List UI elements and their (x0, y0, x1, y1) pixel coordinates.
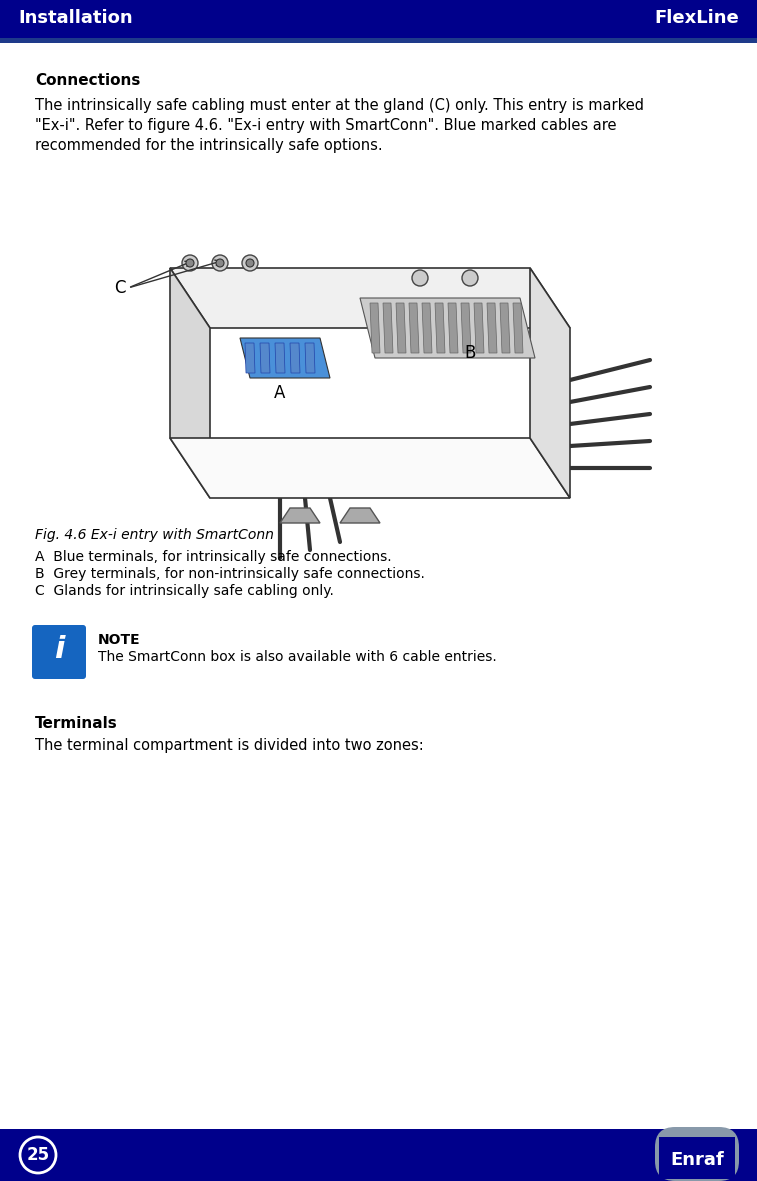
FancyBboxPatch shape (659, 1137, 735, 1179)
Polygon shape (245, 342, 255, 373)
Text: 25: 25 (26, 1146, 49, 1164)
Polygon shape (360, 298, 535, 358)
Text: NOTE: NOTE (98, 633, 141, 647)
Bar (0, 1129, 757, 1181)
Text: Terminals: Terminals (35, 716, 118, 731)
Polygon shape (435, 304, 445, 353)
Polygon shape (422, 304, 432, 353)
Polygon shape (305, 342, 315, 373)
Text: Fig. 4.6 Ex-i entry with SmartConn: Fig. 4.6 Ex-i entry with SmartConn (35, 528, 274, 542)
Text: Installation: Installation (18, 9, 132, 27)
Polygon shape (170, 268, 210, 498)
Text: recommended for the intrinsically safe options.: recommended for the intrinsically safe o… (35, 138, 382, 154)
FancyBboxPatch shape (32, 625, 86, 679)
Polygon shape (280, 508, 320, 523)
Polygon shape (290, 342, 300, 373)
Polygon shape (383, 304, 393, 353)
Text: The SmartConn box is also available with 6 cable entries.: The SmartConn box is also available with… (98, 650, 497, 664)
Text: A  Blue terminals, for intrinsically safe connections.: A Blue terminals, for intrinsically safe… (35, 550, 391, 565)
Polygon shape (474, 304, 484, 353)
Text: Enraf: Enraf (670, 1151, 724, 1169)
Text: FlexLine: FlexLine (654, 9, 739, 27)
Polygon shape (340, 508, 380, 523)
Circle shape (412, 270, 428, 286)
Polygon shape (170, 438, 570, 498)
Circle shape (182, 255, 198, 270)
Polygon shape (240, 338, 330, 378)
Polygon shape (487, 304, 497, 353)
Polygon shape (513, 304, 523, 353)
Text: C  Glands for intrinsically safe cabling only.: C Glands for intrinsically safe cabling … (35, 583, 334, 598)
Polygon shape (448, 304, 458, 353)
Polygon shape (260, 342, 270, 373)
Polygon shape (409, 304, 419, 353)
Text: B  Grey terminals, for non-intrinsically safe connections.: B Grey terminals, for non-intrinsically … (35, 567, 425, 581)
Polygon shape (530, 268, 570, 498)
Text: The intrinsically safe cabling must enter at the gland (C) only. This entry is m: The intrinsically safe cabling must ente… (35, 98, 644, 113)
Circle shape (186, 259, 194, 267)
Polygon shape (461, 304, 471, 353)
Text: i: i (54, 634, 64, 664)
Circle shape (216, 259, 224, 267)
Polygon shape (396, 304, 406, 353)
Polygon shape (370, 304, 380, 353)
Polygon shape (500, 304, 510, 353)
Polygon shape (170, 268, 570, 328)
Circle shape (212, 255, 228, 270)
Text: B: B (464, 344, 475, 363)
Bar (0, 38, 757, 43)
FancyBboxPatch shape (655, 1127, 739, 1181)
Text: "Ex-i". Refer to figure 4.6. "Ex-i entry with SmartConn". Blue marked cables are: "Ex-i". Refer to figure 4.6. "Ex-i entry… (35, 118, 616, 133)
Circle shape (462, 270, 478, 286)
FancyBboxPatch shape (0, 0, 757, 38)
Text: The terminal compartment is divided into two zones:: The terminal compartment is divided into… (35, 738, 424, 753)
Text: A: A (274, 384, 285, 402)
Text: C: C (114, 279, 126, 296)
Polygon shape (275, 342, 285, 373)
Circle shape (242, 255, 258, 270)
Circle shape (246, 259, 254, 267)
Text: Connections: Connections (35, 73, 140, 89)
